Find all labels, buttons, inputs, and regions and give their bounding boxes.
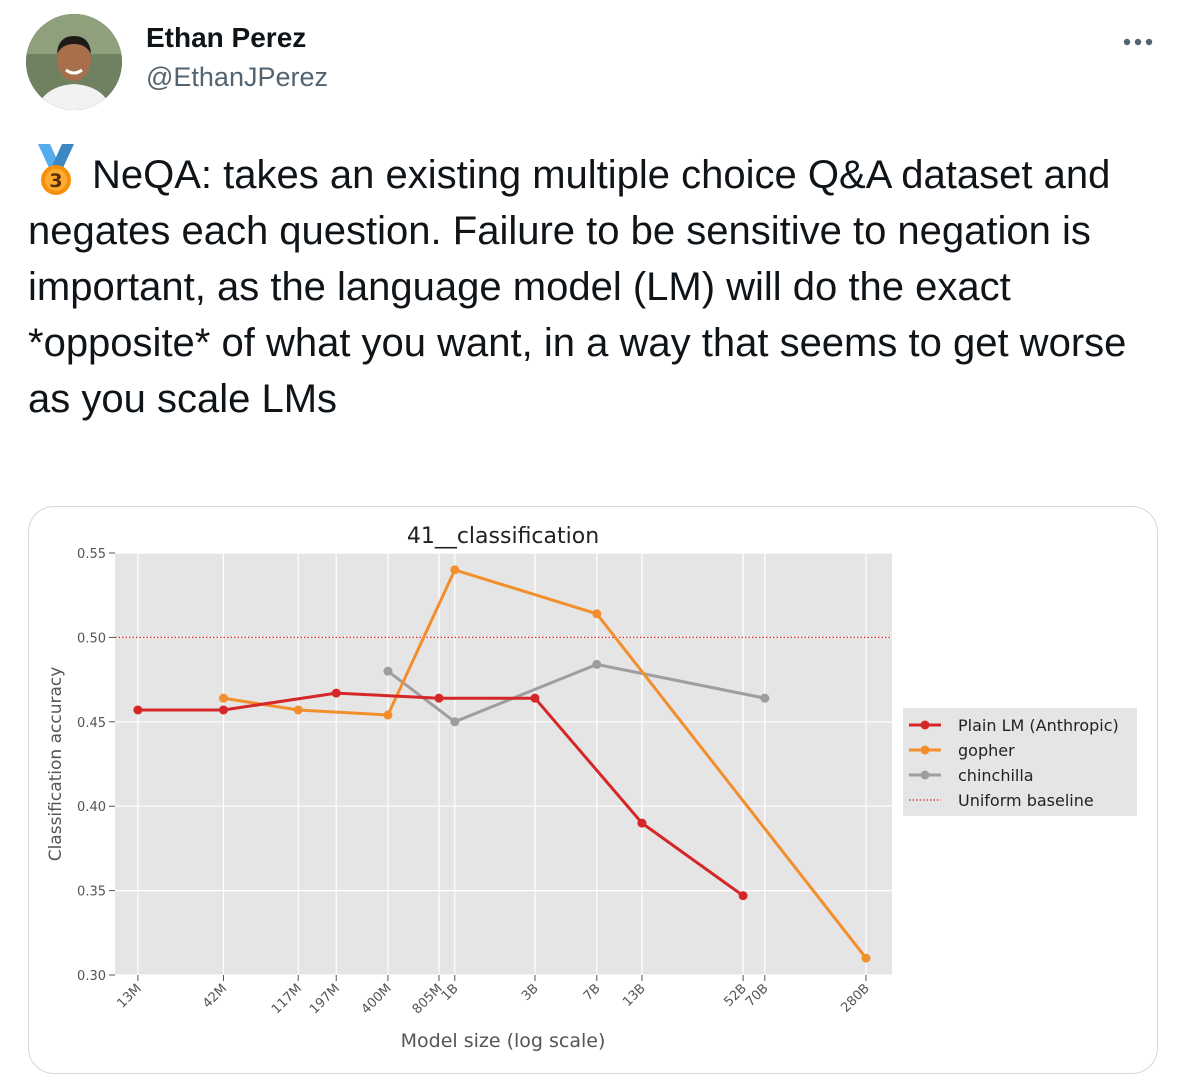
y-tick-label: 0.50 — [77, 631, 106, 646]
legend: Plain LM (Anthropic) gopher chinchilla Unif… — [903, 708, 1137, 816]
author-name[interactable]: Ethan Perez — [146, 22, 307, 53]
data-point — [218, 693, 228, 703]
x-tick-label: 117M — [269, 981, 305, 1017]
x-tick-label: 13M — [114, 981, 144, 1011]
x-tick-label: 197M — [307, 981, 343, 1017]
data-point — [383, 666, 393, 676]
x-tick-label: 42M — [200, 981, 230, 1011]
y-tick-label: 0.45 — [77, 716, 106, 731]
legend-box — [903, 708, 1137, 816]
chart-title: 41__classification — [407, 524, 599, 549]
medal-number: 3 — [49, 170, 62, 192]
legend-label: chinchilla — [958, 766, 1034, 785]
series-1 — [218, 565, 871, 963]
series-line — [223, 568, 868, 960]
legend-label: Uniform baseline — [958, 791, 1094, 810]
y-tick-label: 0.40 — [77, 800, 106, 815]
series-0 — [133, 688, 748, 901]
plot-area — [115, 553, 892, 975]
data-point — [592, 609, 602, 619]
legend-marker — [920, 745, 930, 755]
grid — [115, 552, 892, 976]
x-axis-label: Model size (log scale) — [401, 1030, 606, 1052]
data-point — [450, 717, 460, 727]
media-card[interactable]: 0.30 0.35 0.40 0.45 0.50 0.55 13M 42M 117M 197M 40… — [28, 506, 1158, 1074]
more-options-button[interactable] — [1118, 24, 1158, 60]
legend-marker — [920, 770, 930, 780]
data-point — [434, 693, 444, 703]
author-handle[interactable]: @EthanJPerez — [146, 62, 328, 92]
data-point — [450, 565, 460, 575]
tweet-text: NeQA: takes an existing multiple choice … — [28, 153, 1138, 421]
series-lines — [133, 565, 871, 963]
x-tick-label: 7B — [581, 981, 604, 1004]
y-tick-label: 0.35 — [77, 885, 106, 900]
avatar-photo — [26, 14, 122, 110]
x-tick-label: 1B — [439, 981, 462, 1004]
data-point — [218, 705, 228, 715]
avatar[interactable] — [26, 14, 122, 110]
data-point — [530, 693, 540, 703]
x-tick-label: 805M — [410, 981, 446, 1017]
data-point — [293, 705, 303, 715]
data-point — [331, 688, 341, 698]
data-point — [738, 891, 748, 901]
x-tick-label: 13B — [620, 981, 649, 1010]
data-point — [133, 705, 143, 715]
data-point — [592, 659, 602, 669]
data-point — [637, 818, 647, 828]
legend-label: Plain LM (Anthropic) — [958, 716, 1119, 735]
data-point — [760, 693, 770, 703]
third-place-medal-icon: 3 — [28, 144, 86, 196]
data-point — [861, 953, 871, 963]
y-axis-label: Classification accuracy — [46, 667, 66, 862]
y-tick-label: 0.30 — [77, 969, 106, 984]
x-tick-label: 280B — [838, 981, 872, 1015]
x-tick-label: 400M — [359, 981, 395, 1017]
tweet-body: 3 NeQA: takes an existing multiple choice… — [28, 144, 1148, 427]
y-tick-label: 0.55 — [77, 547, 106, 562]
line-chart: 0.30 0.35 0.40 0.45 0.50 0.55 13M 42M 117M 197M 40… — [46, 524, 1137, 1052]
legend-label: gopher — [958, 741, 1015, 760]
x-tick-label: 3B — [519, 981, 542, 1004]
more-horizontal-icon — [1123, 38, 1153, 46]
x-tick-label: 70B — [743, 981, 772, 1010]
legend-marker — [920, 720, 930, 730]
data-point — [383, 710, 393, 720]
